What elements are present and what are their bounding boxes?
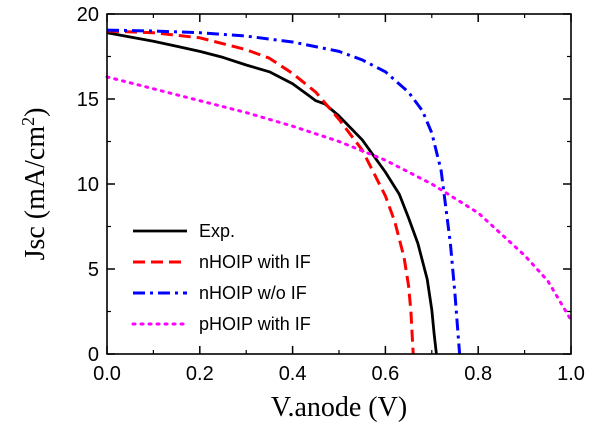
x-tick-label: 0.8	[464, 363, 492, 385]
series-line-3	[106, 28, 462, 355]
legend: Exp. nHOIP with IF nHOIP w/o IF pHOIP with …	[131, 221, 311, 334]
y-axis-ticks: 0 5 10 15 20	[77, 4, 571, 366]
x-tick-label: 0.6	[371, 363, 399, 385]
y-tick-label: 15	[77, 89, 99, 111]
x-axis-title: V.anode (V)	[271, 392, 407, 423]
y-axis-title: Jsc (mA/cm2)	[18, 108, 51, 261]
plot-lines	[105, 28, 573, 355]
x-axis-ticks: 0.0 0.2 0.4 0.6 0.8 1.0	[93, 14, 585, 385]
x-tick-label: 0.0	[93, 363, 121, 385]
plot-frame	[106, 13, 572, 355]
x-tick-label: 1.0	[557, 363, 585, 385]
legend-label: Exp.	[199, 221, 235, 241]
series-line-2	[106, 29, 415, 355]
x-tick-label: 0.4	[279, 363, 307, 385]
y-tick-label: 0	[88, 344, 99, 366]
y-axis-title-main: Jsc (mA/cm	[20, 126, 51, 261]
legend-label: nHOIP with IF	[199, 252, 311, 272]
legend-label: nHOIP w/o IF	[199, 283, 307, 303]
y-axis-title-close: )	[20, 108, 51, 117]
series-line-1	[106, 31, 438, 355]
y-tick-label: 5	[88, 259, 99, 281]
series-line-4	[105, 75, 573, 322]
y-axis-title-sup: 2	[18, 117, 38, 126]
legend-label: pHOIP with IF	[199, 314, 311, 334]
y-tick-label: 10	[77, 174, 99, 196]
y-tick-label: 20	[77, 4, 99, 26]
x-tick-label: 0.2	[186, 363, 214, 385]
